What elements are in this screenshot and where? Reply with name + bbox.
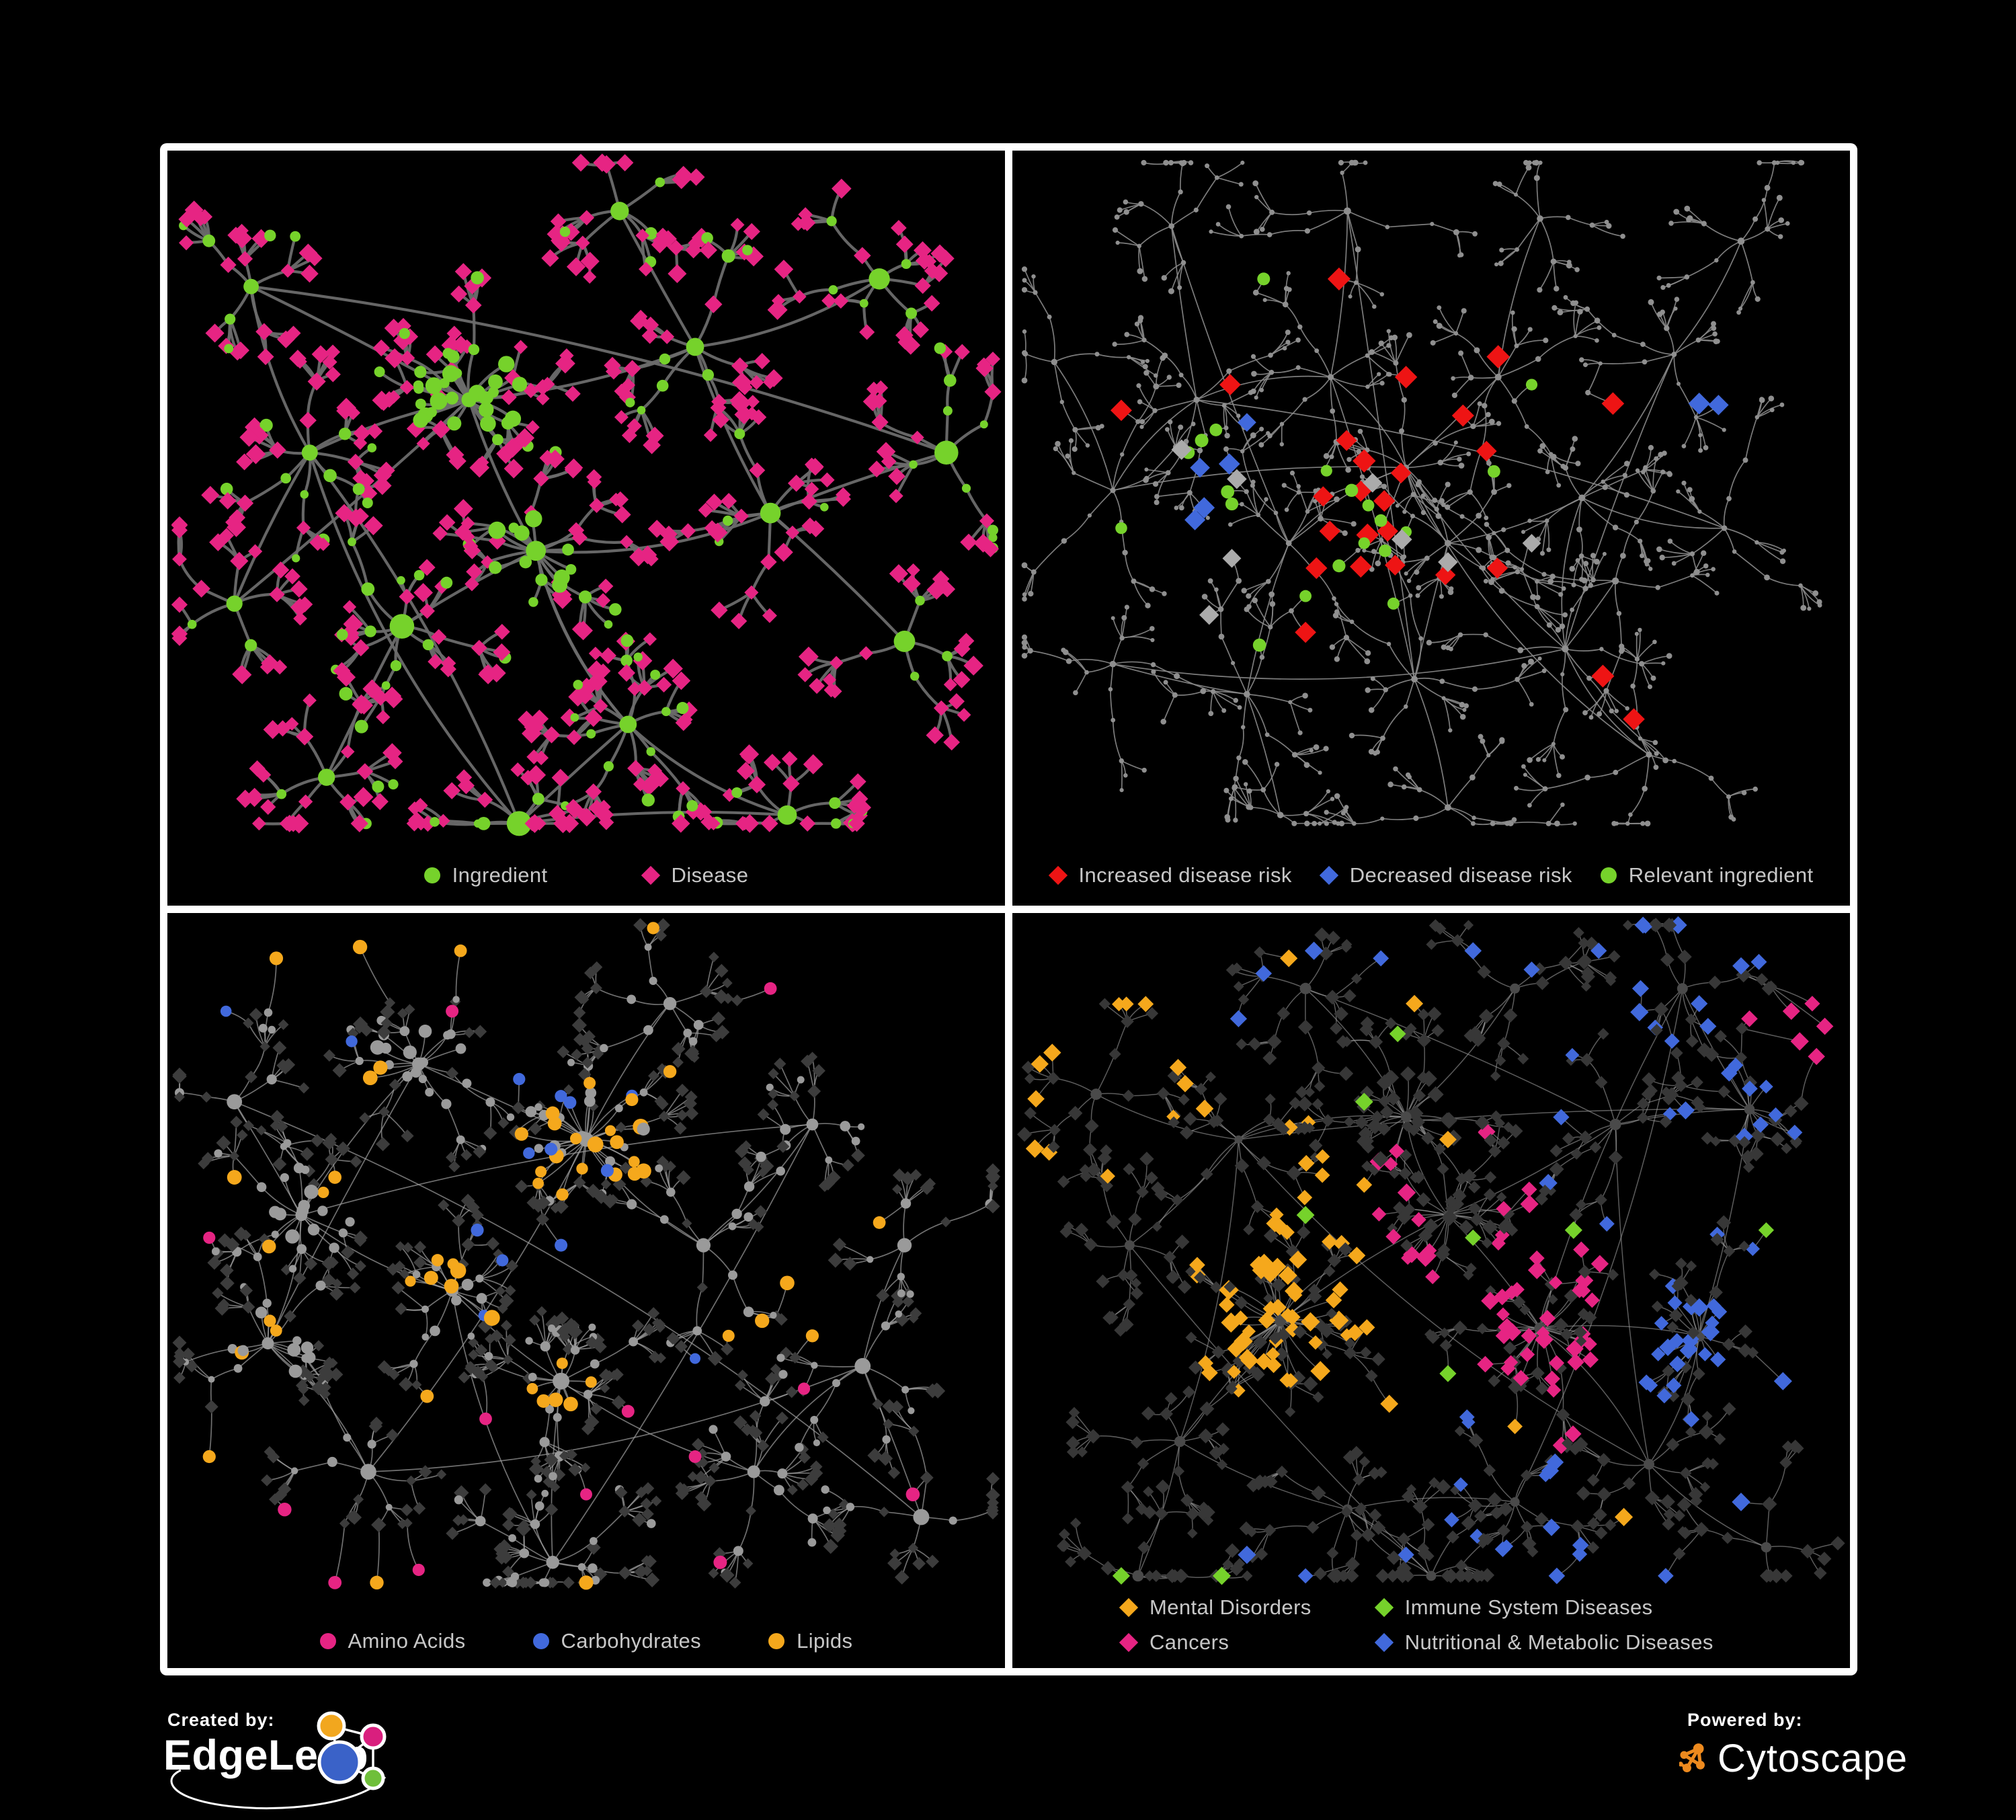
diamond-swatch-icon (1374, 1632, 1394, 1653)
legend-label: Disease (671, 863, 749, 887)
legend-label: Lipids (797, 1629, 853, 1653)
circle-swatch-icon (532, 1633, 549, 1649)
network-nutrient-classes (172, 918, 1001, 1590)
legend-disease-classes: Mental Disorders Immune System Diseases Ca… (1012, 1595, 1713, 1655)
circle-swatch-icon (768, 1633, 785, 1649)
network-disease-classes (1016, 916, 1845, 1585)
diamond-swatch-icon (1374, 1597, 1394, 1618)
cytoscape-icon (1679, 1743, 1705, 1772)
circle-swatch-icon (424, 867, 440, 883)
legend-item-mental-disorders: Mental Disorders (1119, 1595, 1312, 1620)
circle-swatch-icon (319, 1633, 336, 1649)
legend-item-lipids: Lipids (768, 1629, 852, 1653)
legend-item-carbohydrates: Carbohydrates (532, 1629, 702, 1653)
legend-item-increased-disease-risk: Increased disease risk (1048, 863, 1292, 887)
legend-label: Carbohydrates (561, 1629, 702, 1653)
legend-item-ingredient: Ingredient (424, 863, 548, 887)
legend-item-relevant-ingredient: Relevant ingredient (1600, 863, 1814, 887)
legend-ingredient-disease: Ingredient Disease (167, 863, 1005, 887)
legend-item-decreased-disease-risk: Decreased disease risk (1319, 863, 1572, 887)
diamond-swatch-icon (1119, 1632, 1139, 1653)
network-ingredient-disease (171, 153, 1002, 836)
legend-label: Mental Disorders (1150, 1595, 1312, 1619)
legend-label: Increased disease risk (1078, 863, 1292, 887)
panel-disease-classes: Mental Disorders Immune System Diseases Ca… (1012, 913, 1850, 1668)
legend-item-amino-acids: Amino Acids (319, 1629, 466, 1653)
legend-label: Decreased disease risk (1349, 863, 1572, 887)
cytoscape-logo-block: Powered by: Cytoscape (1679, 1710, 1908, 1790)
legend-label: Relevant ingredient (1628, 863, 1814, 887)
created-by-label: Created by: (167, 1710, 275, 1730)
circle-swatch-icon (1600, 867, 1617, 883)
visualization-grid: Ingredient Disease Increased disease risk… (160, 143, 1857, 1675)
legend-item-nutritional-metabolic-diseases: Nutritional & Metabolic Diseases (1374, 1630, 1713, 1655)
legend-item-immune-system-diseases: Immune System Diseases (1374, 1595, 1713, 1620)
legend-label: Nutritional & Metabolic Diseases (1404, 1630, 1713, 1654)
diamond-swatch-icon (641, 865, 660, 885)
legend-label: Ingredient (452, 863, 548, 887)
legend-nutrient-classes: Amino Acids Carbohydrates Lipids (167, 1629, 1005, 1653)
legend-label: Amino Acids (348, 1629, 466, 1653)
cytoscape-wordmark: Cytoscape (1717, 1737, 1908, 1780)
legend-label: Cancers (1150, 1630, 1229, 1654)
legend-label: Immune System Diseases (1404, 1595, 1653, 1619)
diamond-swatch-icon (1319, 865, 1338, 885)
panel-ingredient-disease: Ingredient Disease (167, 151, 1005, 906)
legend-item-cancers: Cancers (1119, 1630, 1312, 1655)
edgeleap-wordmark: EdgeLeap (163, 1732, 369, 1779)
legend-item-disease: Disease (641, 863, 749, 887)
diamond-swatch-icon (1048, 865, 1067, 885)
network-disease-risk (1021, 159, 1822, 827)
legend-disease-risk: Increased disease risk Decreased disease … (1012, 863, 1850, 887)
edgeleap-logo-block: Created by: EdgeLeap (163, 1710, 399, 1811)
panel-nutrient-classes: Amino Acids Carbohydrates Lipids (167, 913, 1005, 1668)
diamond-swatch-icon (1119, 1597, 1139, 1618)
panel-disease-risk: Increased disease risk Decreased disease … (1012, 151, 1850, 906)
powered-by-label: Powered by: (1687, 1710, 1803, 1730)
